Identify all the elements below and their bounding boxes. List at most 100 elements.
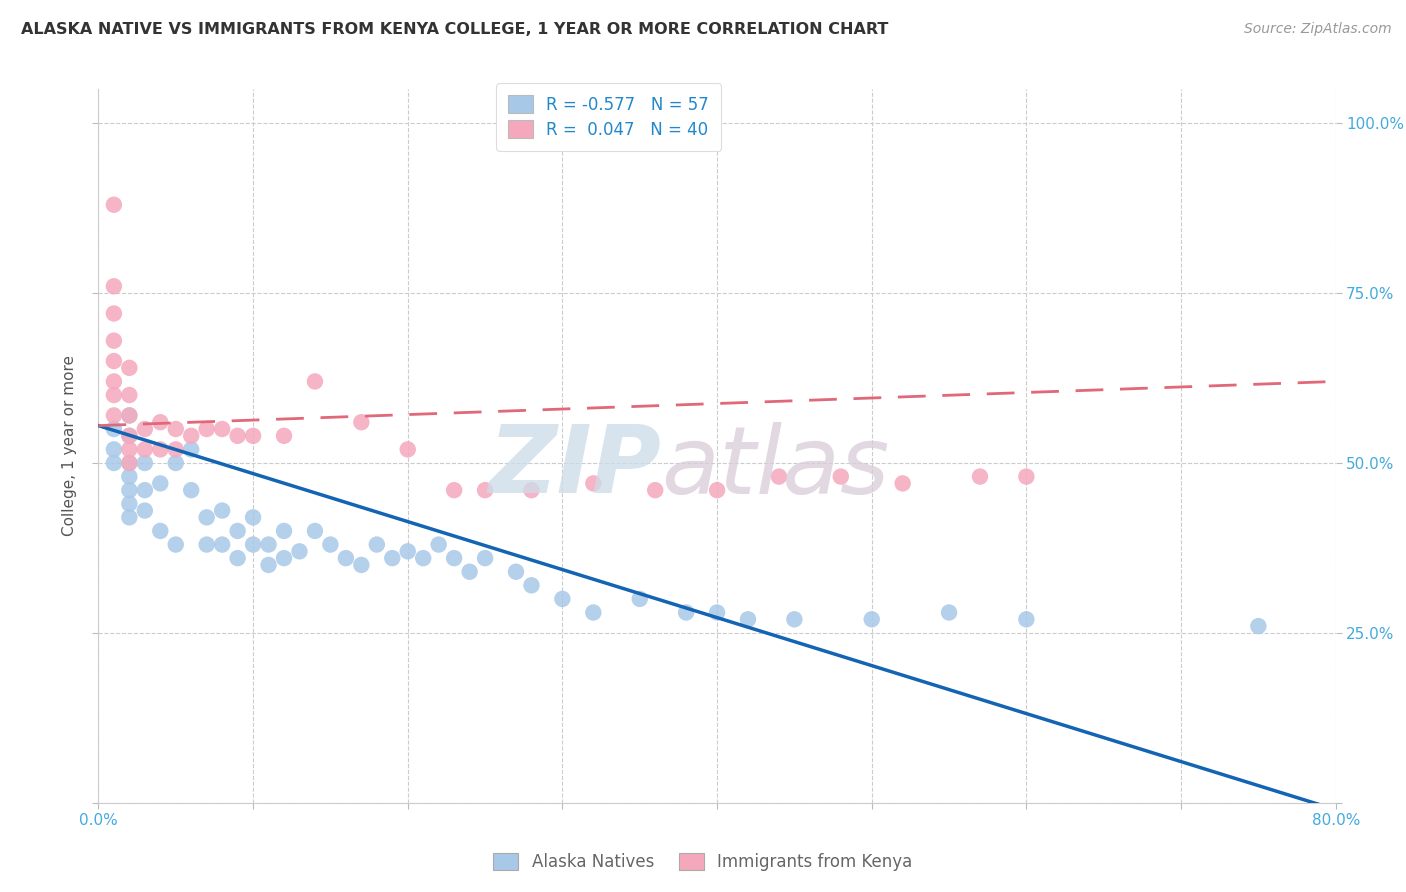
Point	[118, 510, 141, 524]
Point	[134, 483, 156, 498]
Point	[319, 537, 342, 551]
Point	[226, 551, 249, 566]
Point	[938, 606, 960, 620]
Point	[242, 537, 264, 551]
Point	[226, 524, 249, 538]
Legend: Alaska Natives, Immigrants from Kenya: Alaska Natives, Immigrants from Kenya	[485, 845, 921, 880]
Point	[103, 442, 125, 457]
Point	[427, 537, 450, 551]
Point	[288, 544, 311, 558]
Point	[118, 469, 141, 483]
Point	[149, 476, 172, 491]
Point	[103, 279, 125, 293]
Point	[226, 429, 249, 443]
Point	[675, 606, 697, 620]
Point	[103, 456, 125, 470]
Point	[149, 524, 172, 538]
Point	[443, 483, 465, 498]
Point	[149, 415, 172, 429]
Point	[103, 306, 125, 320]
Point	[335, 551, 357, 566]
Point	[644, 483, 666, 498]
Point	[165, 422, 187, 436]
Point	[118, 409, 141, 423]
Y-axis label: College, 1 year or more: College, 1 year or more	[62, 356, 77, 536]
Point	[706, 483, 728, 498]
Point	[103, 388, 125, 402]
Point	[474, 483, 496, 498]
Point	[103, 198, 125, 212]
Point	[273, 429, 295, 443]
Point	[396, 442, 419, 457]
Point	[474, 551, 496, 566]
Point	[396, 544, 419, 558]
Point	[505, 565, 527, 579]
Point	[783, 612, 806, 626]
Point	[195, 422, 218, 436]
Point	[350, 415, 373, 429]
Point	[118, 483, 141, 498]
Point	[304, 375, 326, 389]
Point	[443, 551, 465, 566]
Point	[211, 537, 233, 551]
Point	[381, 551, 404, 566]
Point	[706, 606, 728, 620]
Point	[891, 476, 914, 491]
Point	[582, 606, 605, 620]
Text: ALASKA NATIVE VS IMMIGRANTS FROM KENYA COLLEGE, 1 YEAR OR MORE CORRELATION CHART: ALASKA NATIVE VS IMMIGRANTS FROM KENYA C…	[21, 22, 889, 37]
Point	[211, 503, 233, 517]
Point	[195, 510, 218, 524]
Point	[458, 565, 481, 579]
Point	[520, 578, 543, 592]
Point	[242, 510, 264, 524]
Legend: R = -0.577   N = 57, R =  0.047   N = 40: R = -0.577 N = 57, R = 0.047 N = 40	[496, 83, 721, 151]
Point	[118, 429, 141, 443]
Point	[103, 334, 125, 348]
Point	[118, 456, 141, 470]
Point	[350, 558, 373, 572]
Point	[118, 429, 141, 443]
Point	[118, 456, 141, 470]
Point	[103, 409, 125, 423]
Point	[118, 409, 141, 423]
Point	[103, 422, 125, 436]
Point	[273, 551, 295, 566]
Point	[366, 537, 388, 551]
Point	[551, 591, 574, 606]
Point	[180, 442, 202, 457]
Point	[180, 429, 202, 443]
Point	[242, 429, 264, 443]
Point	[165, 456, 187, 470]
Point	[165, 442, 187, 457]
Point	[1015, 612, 1038, 626]
Point	[304, 524, 326, 538]
Point	[582, 476, 605, 491]
Point	[273, 524, 295, 538]
Point	[118, 360, 141, 375]
Point	[195, 537, 218, 551]
Point	[211, 422, 233, 436]
Point	[180, 483, 202, 498]
Point	[134, 422, 156, 436]
Point	[118, 442, 141, 457]
Text: Source: ZipAtlas.com: Source: ZipAtlas.com	[1244, 22, 1392, 37]
Point	[134, 456, 156, 470]
Point	[257, 537, 280, 551]
Point	[737, 612, 759, 626]
Point	[134, 503, 156, 517]
Point	[1015, 469, 1038, 483]
Point	[768, 469, 790, 483]
Point	[830, 469, 852, 483]
Point	[134, 442, 156, 457]
Point	[860, 612, 883, 626]
Point	[118, 497, 141, 511]
Point	[165, 537, 187, 551]
Point	[1247, 619, 1270, 633]
Point	[149, 442, 172, 457]
Point	[103, 354, 125, 368]
Text: ZIP: ZIP	[488, 421, 661, 514]
Point	[118, 388, 141, 402]
Point	[520, 483, 543, 498]
Point	[103, 375, 125, 389]
Point	[628, 591, 651, 606]
